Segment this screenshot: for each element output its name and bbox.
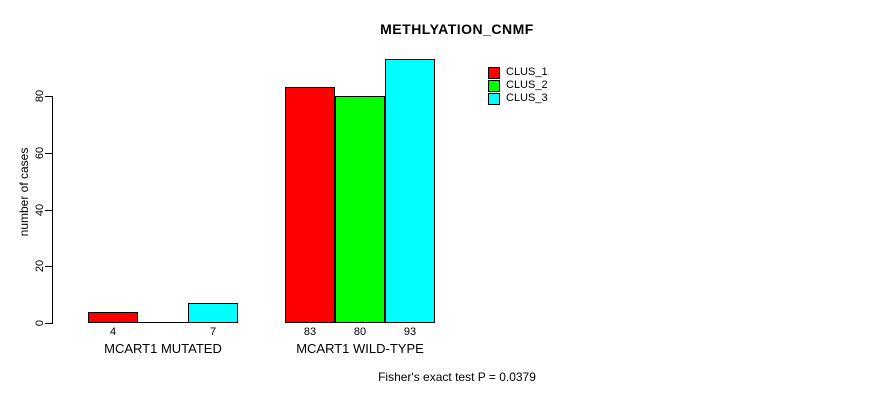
bar-value-label: 93 — [403, 326, 417, 338]
y-tick-mark — [45, 266, 52, 267]
legend-swatch-clus3 — [488, 92, 500, 105]
legend-entry: CLUS_2 — [488, 79, 548, 92]
legend-swatch-clus1 — [488, 66, 500, 79]
y-tick-mark — [45, 210, 52, 211]
y-tick-label: 80 — [34, 89, 46, 103]
zero-height-bar — [138, 322, 188, 323]
y-axis-label: number of cases — [17, 147, 31, 237]
bar-value-label: 80 — [353, 326, 367, 338]
fisher-test-annotation: Fisher's exact test P = 0.0379 — [378, 370, 536, 384]
legend: CLUS_1 CLUS_2 CLUS_3 — [488, 66, 548, 105]
bar — [88, 312, 138, 323]
legend-entry: CLUS_3 — [488, 92, 548, 105]
bar-value-label: 4 — [109, 326, 117, 338]
y-tick-label: 60 — [34, 146, 46, 160]
y-tick-mark — [45, 153, 52, 154]
legend-label: CLUS_2 — [506, 79, 548, 91]
bar — [385, 59, 435, 323]
bar-value-label: 83 — [303, 326, 317, 338]
legend-swatch-clus2 — [488, 79, 500, 92]
y-tick-label: 40 — [34, 203, 46, 217]
bar — [188, 303, 238, 323]
y-tick-label: 20 — [34, 259, 46, 273]
y-axis-line — [52, 96, 53, 324]
y-tick-label: 0 — [34, 319, 46, 327]
legend-label: CLUS_1 — [506, 66, 548, 78]
y-tick-mark — [45, 323, 52, 324]
y-tick-mark — [45, 96, 52, 97]
bar-value-label: 7 — [209, 326, 217, 338]
legend-label: CLUS_3 — [506, 92, 548, 104]
legend-entry: CLUS_1 — [488, 66, 548, 79]
x-group-label: MCART1 MUTATED — [104, 341, 222, 356]
bar — [285, 87, 335, 323]
chart-title: METHLYATION_CNMF — [380, 21, 534, 37]
x-group-label: MCART1 WILD-TYPE — [296, 341, 424, 356]
bar — [335, 96, 385, 323]
